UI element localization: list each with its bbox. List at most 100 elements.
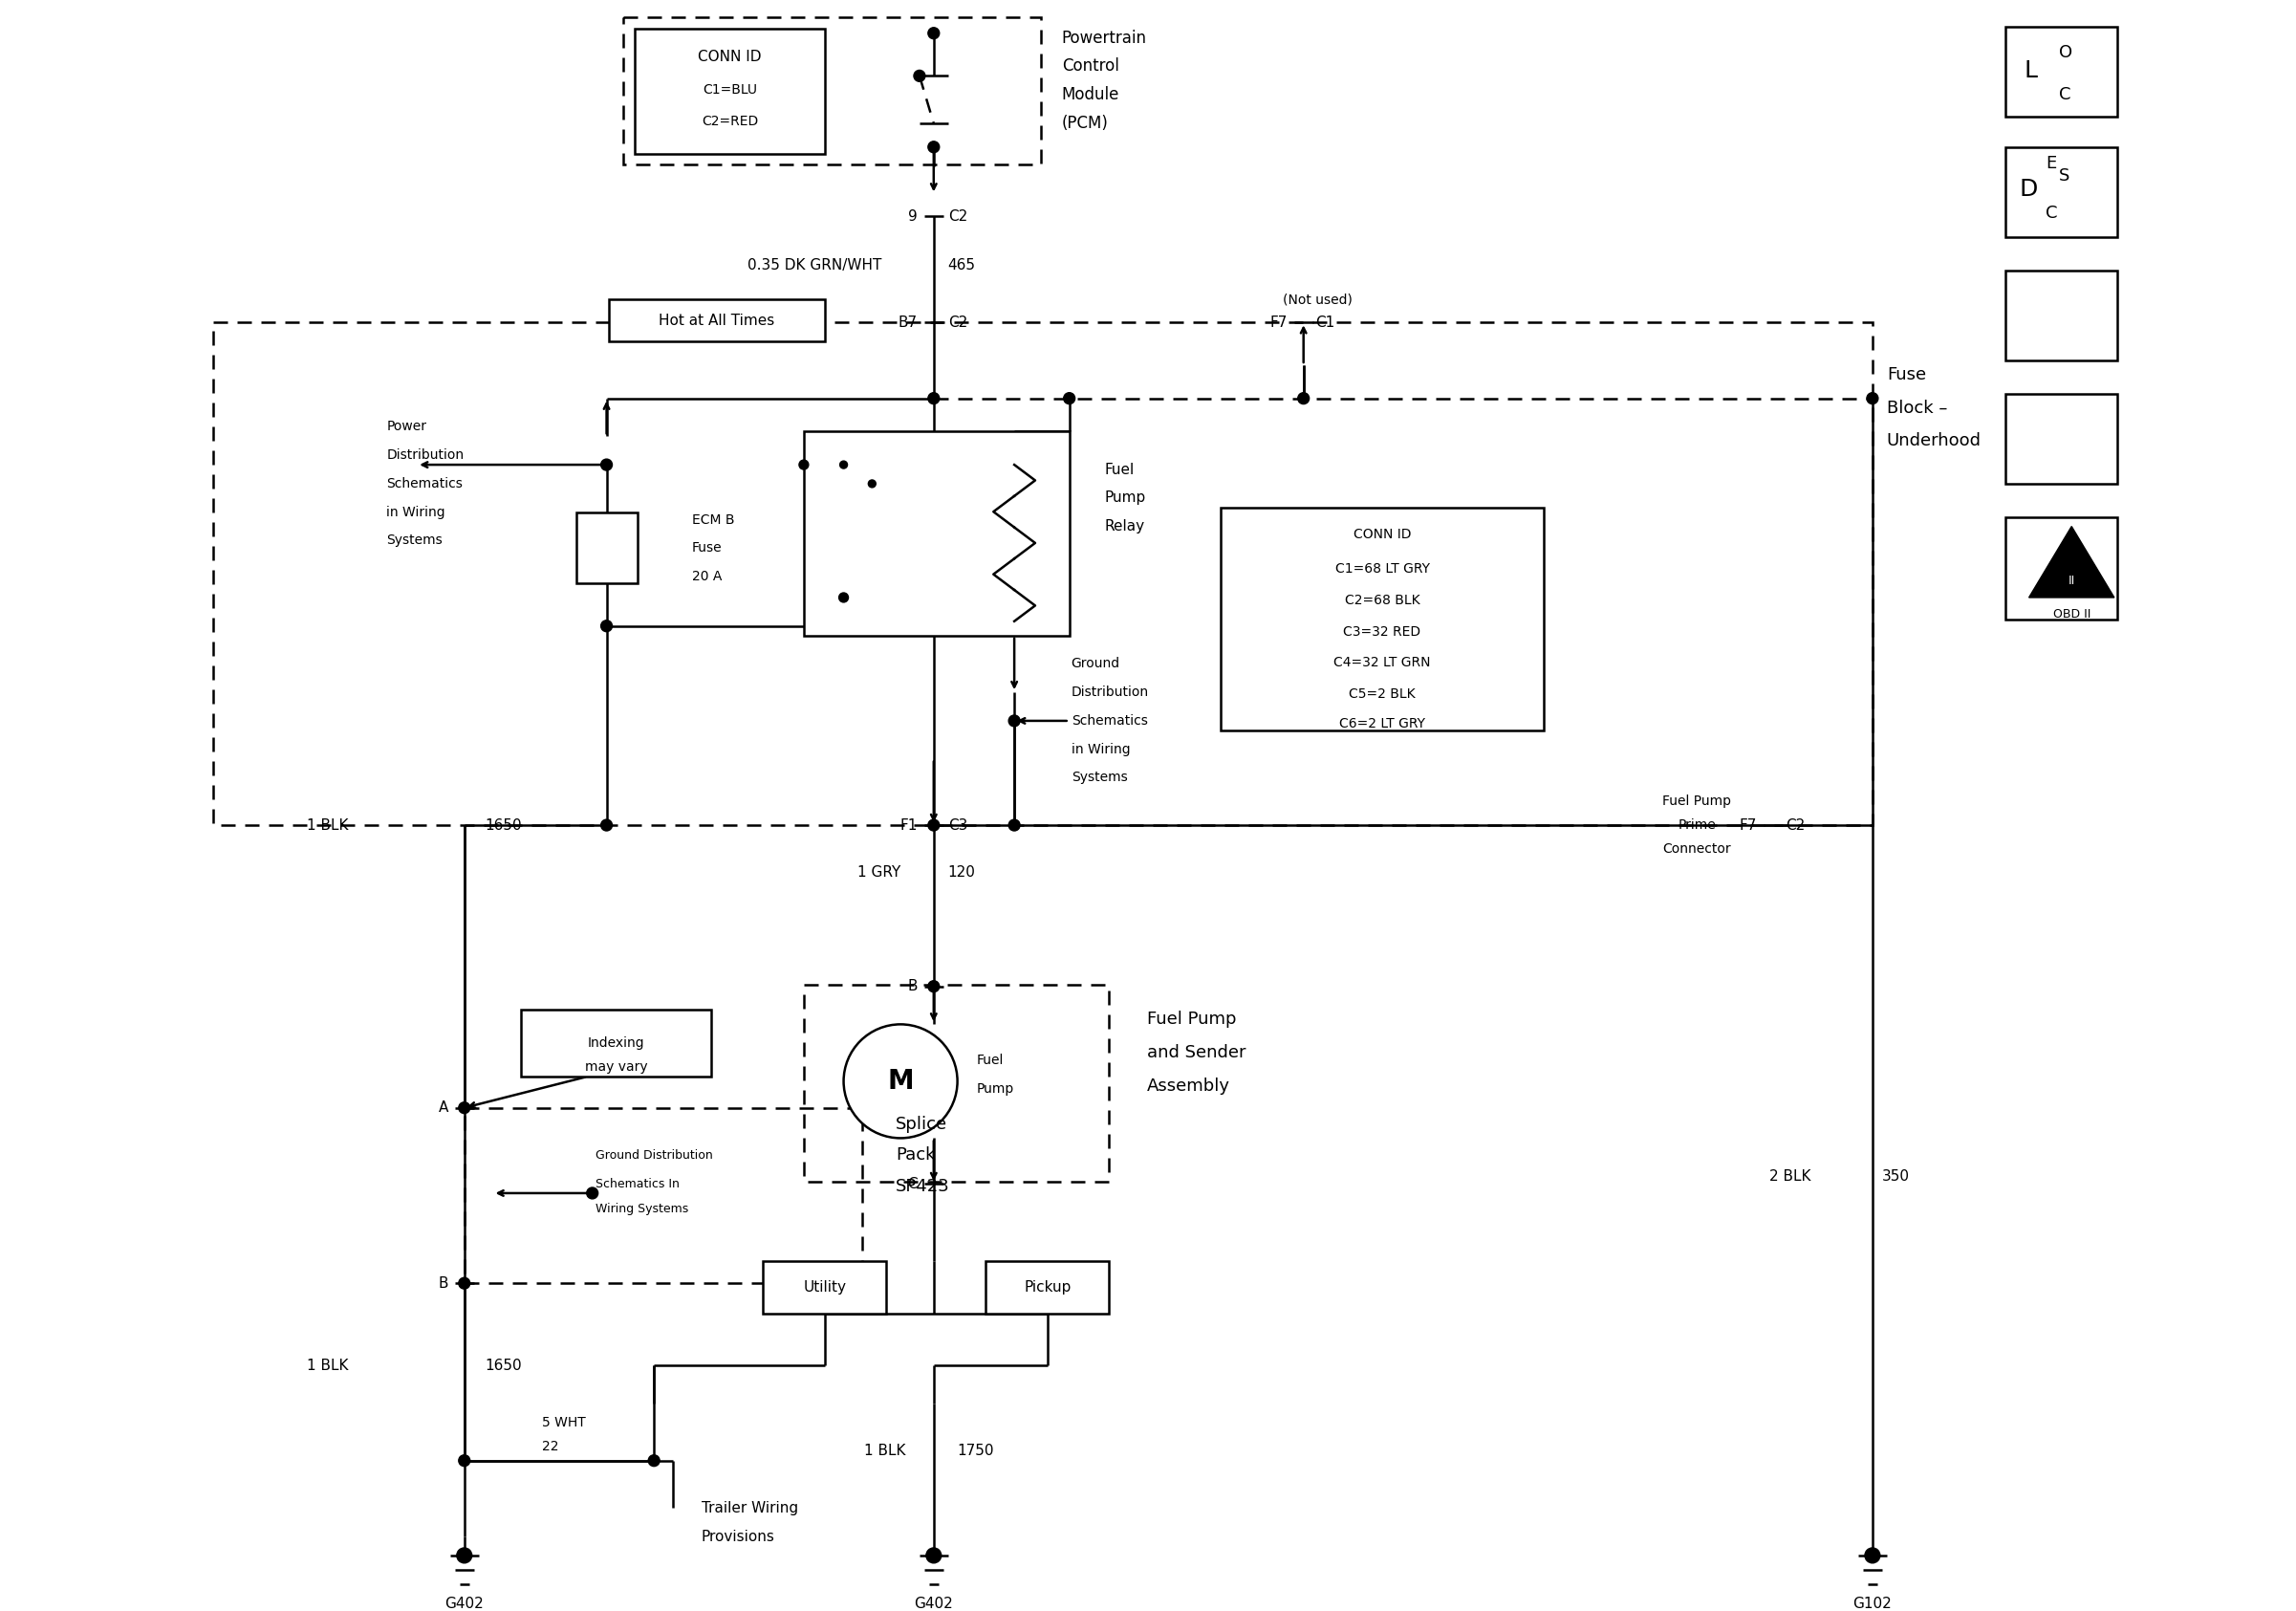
- Bar: [762, 1261, 886, 1313]
- Text: Fuse: Fuse: [691, 541, 723, 554]
- Text: B7: B7: [898, 316, 918, 330]
- Text: 1 BLK: 1 BLK: [308, 818, 349, 833]
- Text: CONN ID: CONN ID: [1352, 527, 1412, 541]
- Text: 22: 22: [542, 1440, 558, 1453]
- Text: C2: C2: [948, 316, 967, 330]
- Text: C4=32 LT GRN: C4=32 LT GRN: [1334, 656, 1430, 670]
- Text: (PCM): (PCM): [1061, 114, 1109, 132]
- Text: C: C: [2060, 87, 2071, 103]
- Circle shape: [840, 461, 847, 469]
- Text: and Sender: and Sender: [1148, 1044, 1247, 1062]
- Text: O: O: [2060, 43, 2073, 61]
- Circle shape: [928, 393, 939, 404]
- Text: Schematics: Schematics: [386, 477, 464, 490]
- Text: C: C: [2046, 205, 2057, 222]
- Circle shape: [928, 981, 939, 992]
- Text: L: L: [2025, 60, 2037, 82]
- Text: may vary: may vary: [585, 1060, 647, 1073]
- Bar: [985, 1261, 1109, 1313]
- Text: Schematics: Schematics: [1072, 714, 1148, 728]
- Circle shape: [1297, 393, 1309, 404]
- Text: C2=RED: C2=RED: [703, 114, 758, 129]
- Text: 1650: 1650: [484, 1358, 521, 1373]
- Text: 1 BLK: 1 BLK: [863, 1443, 905, 1458]
- Bar: [464, 1108, 863, 1284]
- Text: Powertrain: Powertrain: [1061, 29, 1146, 47]
- Text: A: A: [439, 1100, 448, 1115]
- Text: 1 BLK: 1 BLK: [308, 1358, 349, 1373]
- Circle shape: [928, 142, 939, 153]
- Circle shape: [1063, 393, 1075, 404]
- Text: C1: C1: [1316, 316, 1336, 330]
- Circle shape: [459, 1278, 471, 1289]
- Text: Module: Module: [1061, 87, 1120, 103]
- Text: Utility: Utility: [804, 1279, 847, 1294]
- Polygon shape: [2030, 527, 2115, 598]
- Text: Relay: Relay: [1104, 519, 1146, 533]
- Text: C2=68 BLK: C2=68 BLK: [1345, 594, 1419, 607]
- Text: Pump: Pump: [976, 1083, 1015, 1095]
- Text: S: S: [2060, 168, 2071, 184]
- Bar: [2004, 26, 2117, 116]
- Text: 5 WHT: 5 WHT: [542, 1416, 585, 1429]
- Text: Control: Control: [1061, 58, 1118, 76]
- Text: 0.35 DK GRN/WHT: 0.35 DK GRN/WHT: [748, 258, 882, 272]
- Text: C2: C2: [1786, 818, 1805, 833]
- Bar: [804, 984, 1109, 1182]
- Circle shape: [843, 1025, 957, 1137]
- Text: Fuel Pump: Fuel Pump: [1662, 794, 1731, 809]
- Text: Prime: Prime: [1678, 818, 1715, 831]
- Circle shape: [925, 1548, 941, 1563]
- Text: E: E: [2046, 155, 2057, 172]
- Text: C3=32 RED: C3=32 RED: [1343, 625, 1421, 638]
- Text: Assembly: Assembly: [1148, 1078, 1231, 1094]
- Circle shape: [1008, 715, 1019, 727]
- Circle shape: [914, 71, 925, 82]
- Text: F1: F1: [900, 818, 918, 833]
- Text: B: B: [907, 979, 918, 994]
- Text: II: II: [2069, 574, 2076, 586]
- Circle shape: [457, 1548, 473, 1563]
- Bar: [608, 300, 824, 342]
- Text: G402: G402: [914, 1597, 953, 1611]
- Text: 350: 350: [1883, 1170, 1910, 1182]
- Text: Wiring Systems: Wiring Systems: [595, 1203, 689, 1215]
- Text: C5=2 BLK: C5=2 BLK: [1350, 688, 1417, 701]
- Bar: [2004, 147, 2117, 237]
- Text: G402: G402: [445, 1597, 484, 1611]
- Bar: [1221, 507, 1543, 730]
- Circle shape: [602, 620, 613, 632]
- Text: 1750: 1750: [957, 1443, 994, 1458]
- Text: Provisions: Provisions: [700, 1529, 774, 1543]
- Text: Pickup: Pickup: [1024, 1279, 1072, 1294]
- Bar: [636, 29, 824, 153]
- Text: Pump: Pump: [1104, 491, 1146, 506]
- Bar: [521, 1010, 712, 1076]
- Text: C1=68 LT GRY: C1=68 LT GRY: [1334, 562, 1430, 575]
- Text: C6=2 LT GRY: C6=2 LT GRY: [1339, 717, 1426, 730]
- Bar: [625, 18, 1040, 164]
- Text: Distribution: Distribution: [1072, 686, 1148, 699]
- Circle shape: [459, 1455, 471, 1466]
- Circle shape: [928, 27, 939, 39]
- Text: G102: G102: [1853, 1597, 1892, 1611]
- Text: Power: Power: [386, 420, 427, 433]
- Circle shape: [459, 1102, 471, 1113]
- Text: SP423: SP423: [895, 1178, 951, 1195]
- Circle shape: [1864, 1548, 1880, 1563]
- Text: B: B: [439, 1276, 448, 1290]
- Text: 465: 465: [948, 258, 976, 272]
- Bar: [576, 512, 638, 583]
- Text: 1650: 1650: [484, 818, 521, 833]
- Text: Block –: Block –: [1887, 400, 1947, 416]
- Text: 1 GRY: 1 GRY: [856, 865, 900, 880]
- Text: Ground: Ground: [1072, 657, 1120, 670]
- Text: Splice: Splice: [895, 1115, 948, 1133]
- Text: C: C: [907, 1176, 918, 1191]
- Text: Fuse: Fuse: [1887, 366, 1926, 383]
- Text: (Not used): (Not used): [1283, 293, 1352, 306]
- Circle shape: [588, 1187, 597, 1199]
- Circle shape: [1008, 820, 1019, 831]
- Text: Fuel: Fuel: [1104, 462, 1134, 477]
- Text: Indexing: Indexing: [588, 1036, 645, 1050]
